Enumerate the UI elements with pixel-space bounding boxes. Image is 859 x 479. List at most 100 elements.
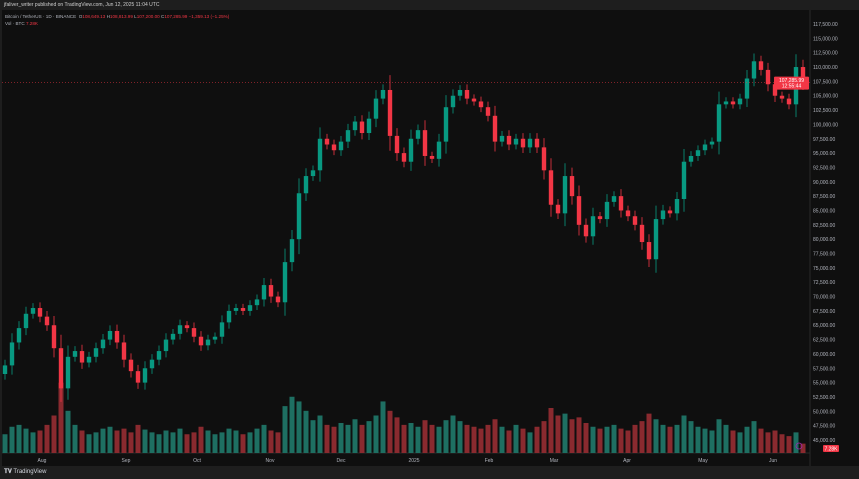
candle-body bbox=[660, 210, 666, 220]
volume-bar bbox=[625, 430, 631, 453]
volume-bar bbox=[72, 424, 78, 453]
candle-body bbox=[226, 310, 232, 323]
candle-body bbox=[359, 121, 365, 134]
candle-body bbox=[751, 61, 757, 79]
candle-body bbox=[541, 147, 547, 171]
volume-bar bbox=[317, 415, 323, 453]
candle-body bbox=[618, 196, 624, 211]
volume-bar bbox=[310, 420, 316, 453]
volume-bar bbox=[212, 434, 218, 453]
publish-info: jfaliver_writer published on TradingView… bbox=[0, 0, 859, 10]
candle-body bbox=[520, 138, 526, 148]
volume-bar bbox=[247, 432, 253, 453]
volume-bar bbox=[289, 396, 295, 453]
candle-body bbox=[667, 210, 673, 214]
price-tick-label: 85,000.00 bbox=[813, 208, 835, 214]
volume-bar bbox=[373, 415, 379, 453]
time-tick-label: Apr bbox=[623, 458, 631, 464]
volume-bar bbox=[562, 413, 568, 453]
symbol-name[interactable]: Bitcoin / TetherUS · 1D · BINANCE bbox=[5, 14, 77, 19]
candle-body bbox=[30, 308, 36, 314]
candle-body bbox=[695, 150, 701, 156]
volume-bar bbox=[611, 424, 617, 453]
volume-bar bbox=[184, 434, 190, 453]
candle-body bbox=[394, 135, 400, 154]
volume-bar bbox=[93, 432, 99, 453]
volume-bar bbox=[79, 430, 85, 453]
volume-bar bbox=[422, 420, 428, 453]
volume-bar bbox=[205, 430, 211, 453]
volume-bar bbox=[219, 432, 225, 453]
candle-body bbox=[702, 144, 708, 151]
candle-body bbox=[331, 144, 337, 151]
candle-body bbox=[632, 216, 638, 225]
volume-bar bbox=[331, 426, 337, 453]
high-value: 108,813.99 bbox=[109, 14, 133, 19]
volume-bar bbox=[387, 410, 393, 453]
volume-bar bbox=[765, 432, 771, 453]
candle-body bbox=[513, 138, 519, 145]
candle-body bbox=[352, 121, 358, 131]
tradingview-logo[interactable]: 𝐓𝐕 TradingView bbox=[4, 469, 46, 476]
volume-bar bbox=[730, 430, 736, 453]
volume-label: Vol · BTC bbox=[5, 21, 25, 26]
volume-bar bbox=[338, 423, 344, 453]
volume-bar bbox=[261, 424, 267, 453]
volume-bar bbox=[653, 419, 659, 453]
tv-logo-icon: 𝐓𝐕 bbox=[4, 469, 12, 475]
volume-bar bbox=[156, 434, 162, 453]
volume-bar bbox=[191, 432, 197, 453]
candle-body bbox=[709, 141, 715, 145]
price-tick-label: 50,000.00 bbox=[813, 409, 835, 415]
volume-bar bbox=[415, 426, 421, 453]
volume-bar bbox=[275, 432, 281, 453]
volume-bar bbox=[723, 424, 729, 453]
volume-bar bbox=[51, 415, 57, 453]
candle-body bbox=[646, 242, 652, 260]
open-label: O bbox=[78, 14, 83, 19]
candle-body bbox=[247, 305, 253, 311]
event-marker-icon bbox=[795, 442, 803, 450]
time-tick-label: Mar bbox=[550, 458, 559, 464]
candle-body bbox=[555, 204, 561, 214]
volume-bar bbox=[604, 426, 610, 453]
volume-bar bbox=[37, 430, 43, 453]
volume-bar bbox=[282, 406, 288, 453]
candle-body bbox=[429, 155, 435, 159]
candle-body bbox=[534, 138, 540, 148]
volume-bar bbox=[86, 434, 92, 453]
candle-body bbox=[590, 216, 596, 237]
candle-body bbox=[121, 342, 127, 360]
volume-bar bbox=[121, 428, 127, 453]
volume-bar bbox=[485, 424, 491, 453]
candle-body bbox=[191, 328, 197, 337]
volume-bar bbox=[548, 408, 554, 453]
volume-bar bbox=[170, 432, 176, 453]
candle-body bbox=[723, 101, 729, 105]
candle-body bbox=[296, 193, 302, 240]
candle-body bbox=[716, 104, 722, 142]
volume-bar bbox=[352, 419, 358, 453]
volume-bar bbox=[303, 410, 309, 453]
candle-body bbox=[492, 115, 498, 142]
volume-bar bbox=[702, 428, 708, 453]
candle-body bbox=[611, 196, 617, 202]
chart-area[interactable] bbox=[2, 10, 859, 466]
price-tick-label: 77,500.00 bbox=[813, 252, 835, 258]
candle-body bbox=[387, 89, 393, 136]
volume-tag-value: 7.28K bbox=[824, 447, 838, 453]
candle-body bbox=[310, 170, 316, 177]
candle-body bbox=[345, 130, 351, 142]
volume-bar bbox=[576, 417, 582, 453]
candle-body bbox=[16, 328, 22, 343]
candle-body bbox=[93, 348, 99, 357]
candle-body bbox=[205, 339, 211, 346]
volume-bar bbox=[464, 424, 470, 453]
volume-bar bbox=[688, 421, 694, 453]
volume-bar bbox=[751, 421, 757, 453]
volume-bar bbox=[800, 443, 806, 453]
volume-bar bbox=[499, 426, 505, 453]
volume-bar bbox=[569, 419, 575, 453]
candle-body bbox=[450, 95, 456, 108]
